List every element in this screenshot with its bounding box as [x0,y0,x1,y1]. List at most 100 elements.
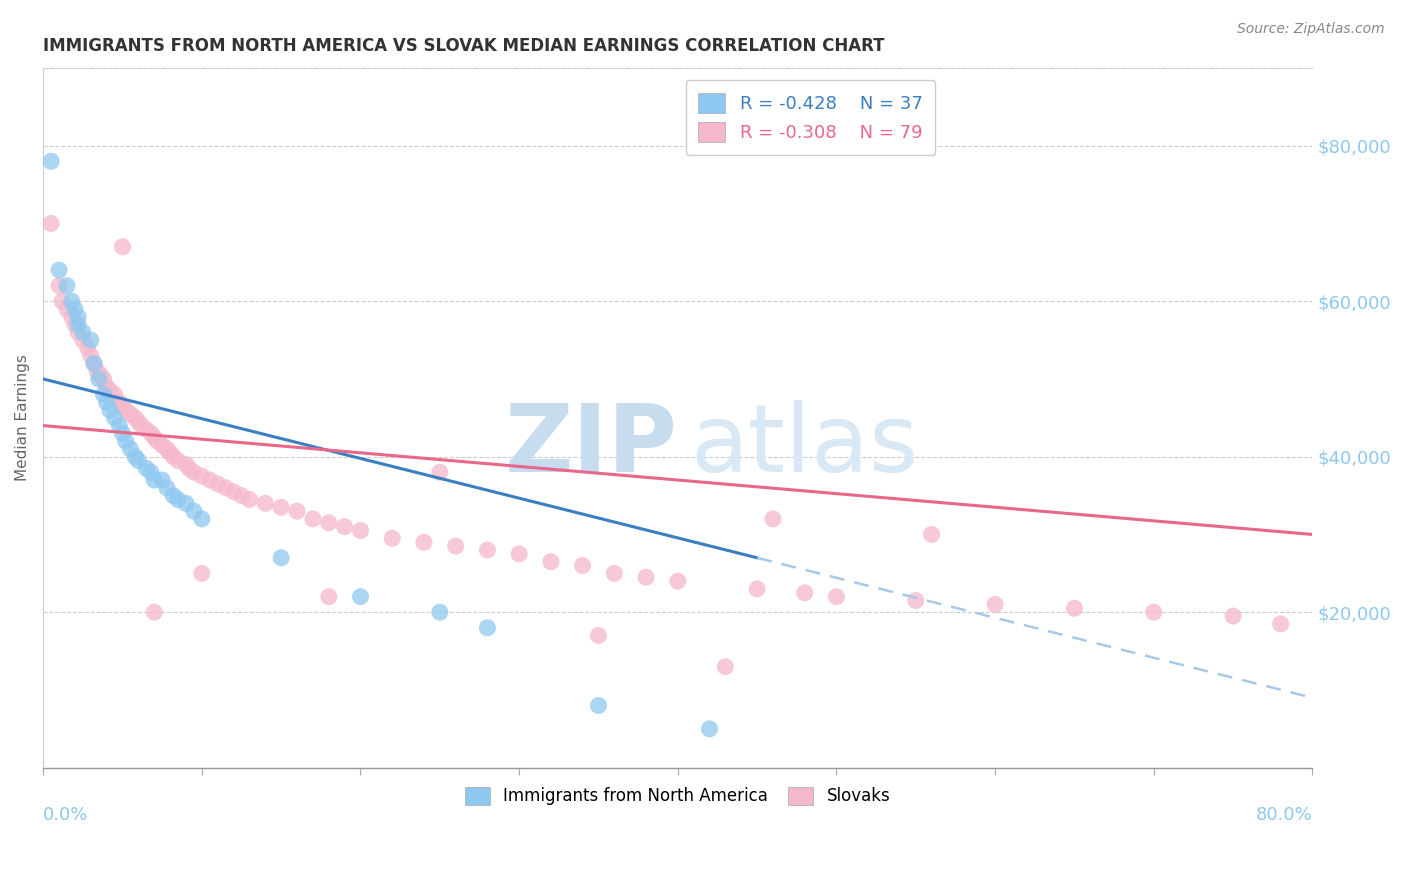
Point [318,516,340,530]
Point [56,278,79,293]
Point [191,566,214,581]
Point [48,278,70,293]
Point [222,484,245,499]
Point [93,387,115,401]
Point [56,301,79,316]
Text: 0.0%: 0.0% [44,806,89,824]
Point [159,446,181,460]
Point [699,722,721,736]
Point [270,550,292,565]
Point [76,341,98,355]
Point [80,349,103,363]
Point [86,364,108,378]
Point [477,543,499,558]
Point [167,492,190,507]
Point [666,574,689,588]
Point [120,442,142,456]
Point [429,465,451,479]
Point [191,512,214,526]
Point [333,519,356,533]
Point [162,489,184,503]
Legend: Immigrants from North America, Slovaks: Immigrants from North America, Slovaks [458,780,897,812]
Point [904,593,927,607]
Point [207,477,229,491]
Point [127,453,149,467]
Point [135,461,157,475]
Point [156,481,179,495]
Point [139,465,162,479]
Point [124,410,146,425]
Point [39,217,62,231]
Point [72,326,94,340]
Point [214,481,236,495]
Point [1143,605,1166,619]
Point [146,434,169,449]
Point [183,465,205,479]
Point [131,418,153,433]
Point [174,458,197,472]
Point [80,333,103,347]
Point [63,318,86,332]
Point [87,372,110,386]
Point [984,598,1007,612]
Point [96,395,118,409]
Point [67,326,90,340]
Point [98,403,121,417]
Point [198,473,221,487]
Point [127,415,149,429]
Point [48,263,70,277]
Point [135,422,157,436]
Point [114,434,136,449]
Point [114,403,136,417]
Point [318,590,340,604]
Point [191,469,214,483]
Point [108,418,131,433]
Point [285,504,308,518]
Point [63,301,86,316]
Point [429,605,451,619]
Point [588,628,610,642]
Point [762,512,785,526]
Point [745,582,768,596]
Point [714,659,737,673]
Point [60,294,83,309]
Point [156,442,179,456]
Point [179,461,201,475]
Point [231,489,253,503]
Point [238,492,260,507]
Point [183,504,205,518]
Point [1063,601,1085,615]
Point [111,426,134,441]
Point [921,527,943,541]
Point [413,535,436,549]
Point [93,372,115,386]
Point [270,500,292,515]
Point [571,558,593,573]
Point [603,566,626,581]
Point [103,410,125,425]
Point [444,539,467,553]
Point [381,532,404,546]
Text: IMMIGRANTS FROM NORTH AMERICA VS SLOVAK MEDIAN EARNINGS CORRELATION CHART: IMMIGRANTS FROM NORTH AMERICA VS SLOVAK … [44,37,884,55]
Point [150,438,173,452]
Point [793,586,815,600]
Point [96,380,118,394]
Point [83,356,105,370]
Y-axis label: Median Earnings: Median Earnings [15,354,30,482]
Text: atlas: atlas [690,400,918,491]
Point [67,318,90,332]
Point [89,368,111,382]
Point [120,407,142,421]
Point [540,555,562,569]
Point [588,698,610,713]
Point [143,430,166,444]
Text: Source: ZipAtlas.com: Source: ZipAtlas.com [1237,22,1385,37]
Point [349,590,371,604]
Point [1270,616,1292,631]
Point [636,570,658,584]
Point [508,547,530,561]
Point [162,450,184,464]
Point [139,426,162,441]
Point [1222,609,1244,624]
Point [60,310,83,324]
